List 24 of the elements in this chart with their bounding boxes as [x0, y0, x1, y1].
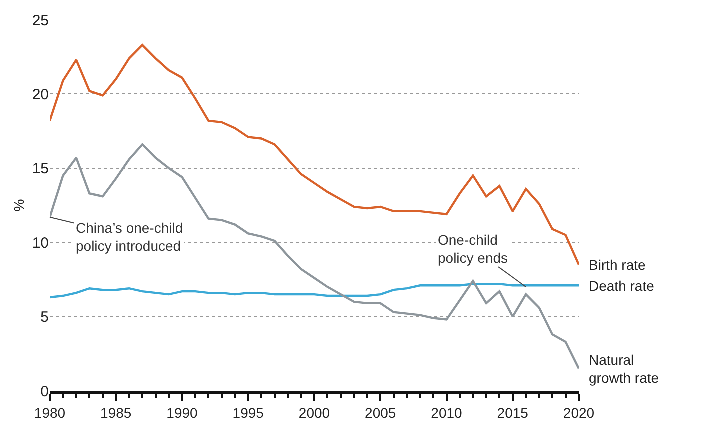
line-series — [50, 283, 579, 299]
series-label: Death rate — [589, 278, 655, 294]
x-tick-label: 2010 — [431, 404, 463, 421]
x-tick-label: 1990 — [166, 404, 198, 421]
x-tick-label: 2020 — [563, 404, 595, 421]
y-tick-label: 25 — [32, 12, 49, 30]
x-tick-label: 1980 — [34, 404, 66, 421]
x-tick-label: 1985 — [100, 404, 132, 421]
y-tick-label: 5 — [40, 309, 49, 326]
line-series — [50, 44, 579, 266]
x-tick-label: 2015 — [497, 404, 529, 421]
annotation: One-child policy ends — [438, 232, 508, 266]
annotation: China’s one-child policy introduced — [76, 220, 184, 254]
series-label: Natural growth rate — [589, 352, 660, 386]
y-axis-title: % — [10, 199, 27, 212]
y-tick-label: 20 — [32, 86, 49, 104]
x-tick-label: 2005 — [365, 404, 396, 421]
x-tick-label: 1995 — [232, 404, 264, 421]
x-tick-label: 2000 — [298, 404, 330, 421]
y-tick-label: 0 — [40, 383, 49, 400]
line-series — [50, 144, 579, 370]
y-tick-label: 15 — [32, 160, 49, 178]
y-tick-label: 10 — [32, 234, 49, 252]
series-label: Birth rate — [589, 257, 646, 273]
